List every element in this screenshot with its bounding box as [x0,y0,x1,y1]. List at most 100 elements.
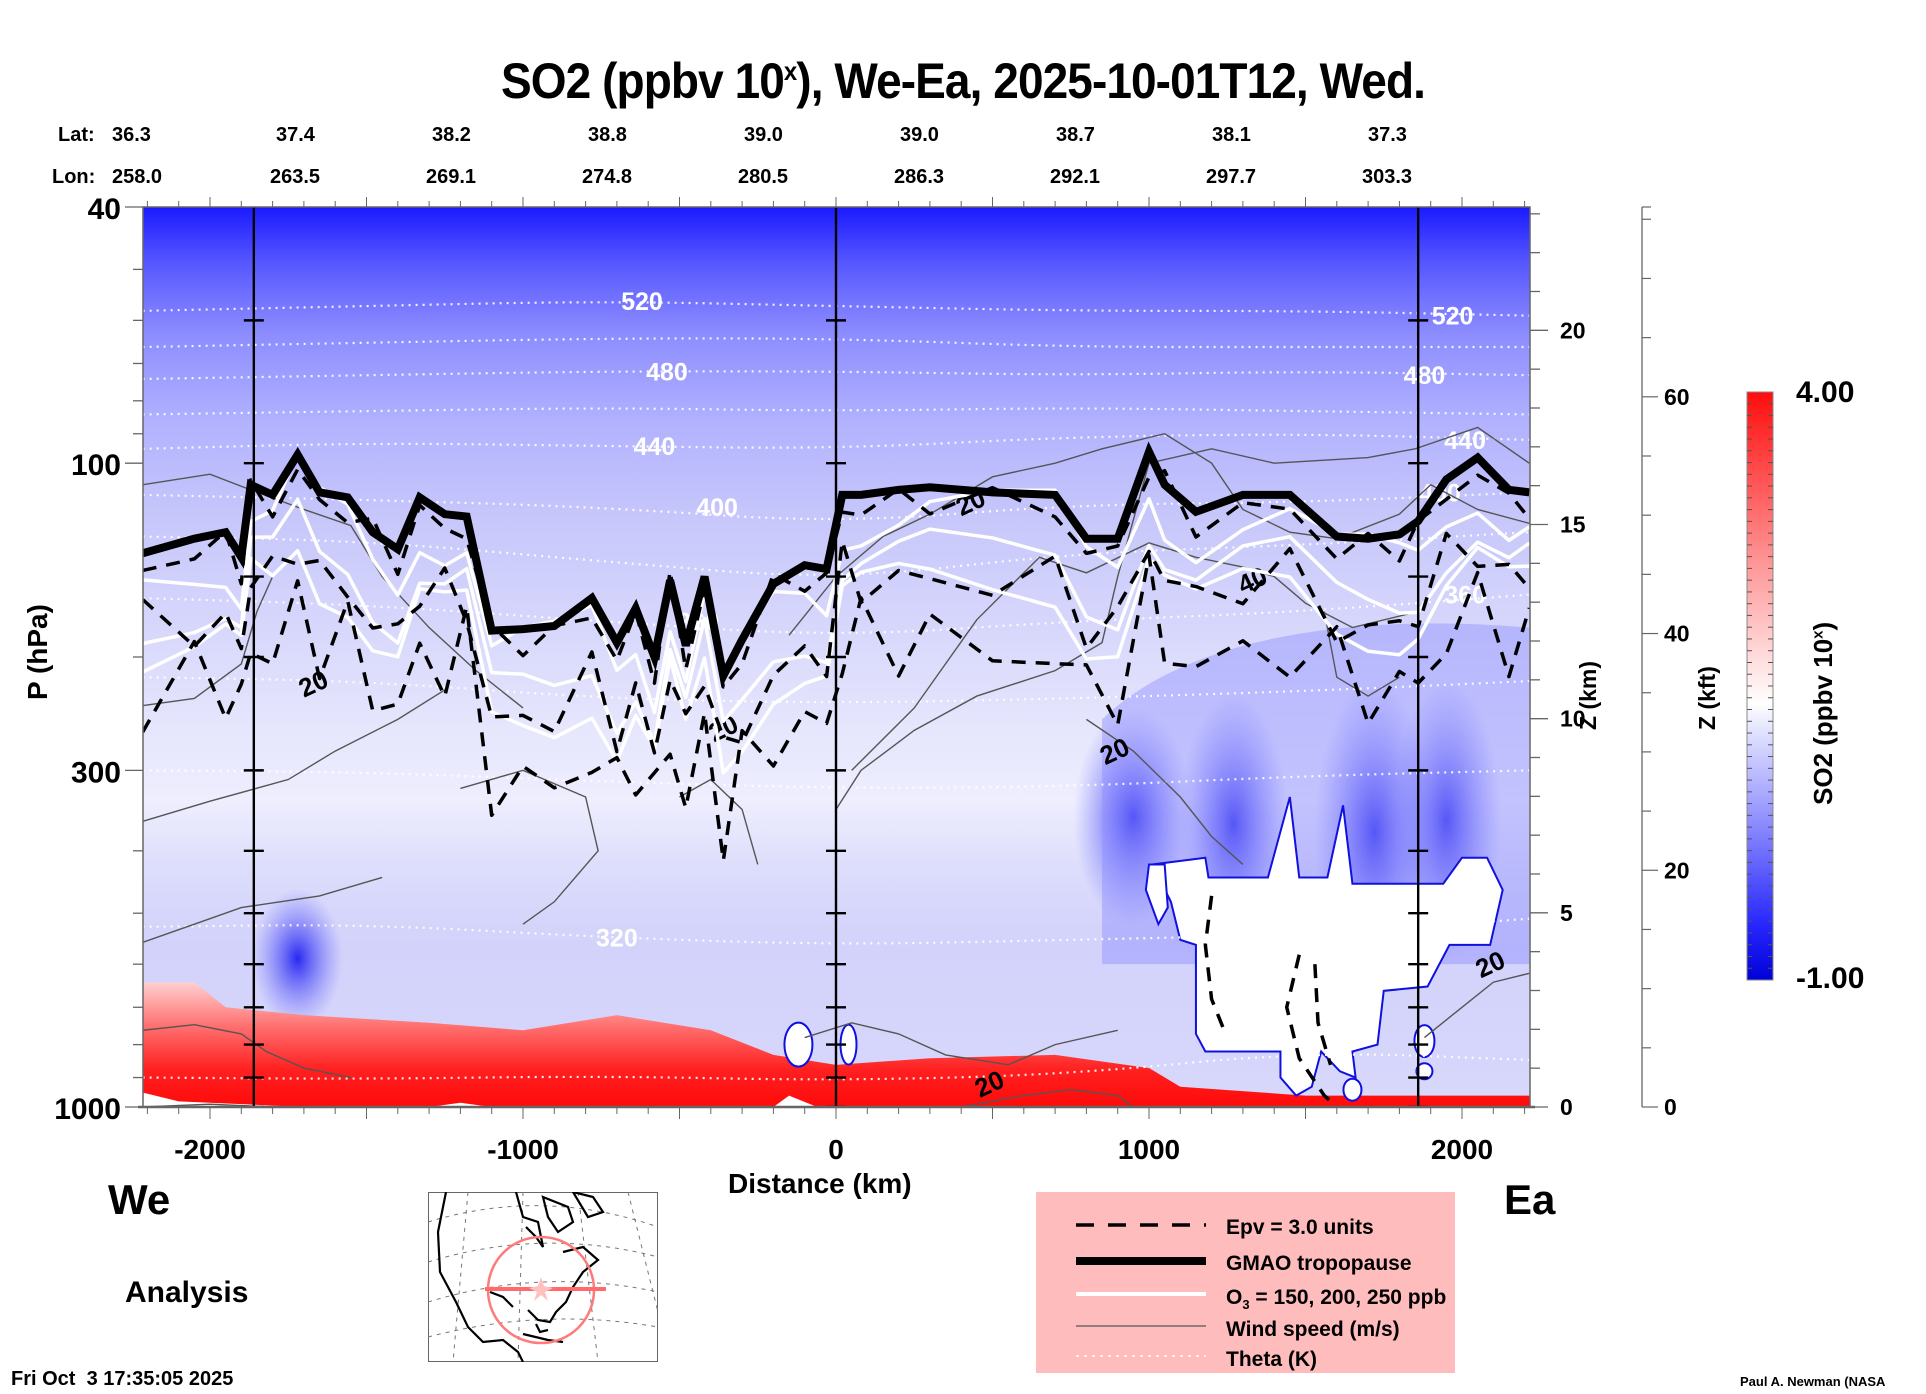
coastline [436,1192,605,1362]
surface-mask [773,1095,818,1107]
lon-value: 280.5 [738,166,789,188]
lon-value: 303.3 [1362,166,1413,188]
credit: Paul A. Newman (NASA [1740,1374,1886,1389]
wind-speed-contour [143,876,383,944]
white-line-icon [1076,1292,1206,1296]
thin-line-icon [1076,1325,1206,1327]
wind-speed-contour [1323,611,1400,697]
z-km-tick-label: 5 [1560,900,1573,926]
z-km-tick-label: 0 [1560,1094,1573,1120]
dotted-line-icon [1076,1355,1206,1357]
timestamp: Fri Oct 3 17:35:05 2025 [11,1368,234,1390]
graticule [428,1192,658,1362]
y-tick-label: 1000 [54,1093,121,1126]
track-center-star-icon [529,1277,553,1301]
lat-value: 38.7 [1056,124,1095,146]
lon-value: 286.3 [894,166,945,188]
z-kft-tick-label: 20 [1664,857,1690,883]
so2-blue-plume [252,888,343,1029]
z-km-tick-label: 20 [1560,317,1586,343]
lat-value: 37.3 [1368,124,1407,146]
theta-label: 520 [1432,303,1474,331]
theta-label: 480 [1404,362,1446,390]
theta-label: 400 [696,494,738,522]
so2-masked-region [1144,863,1169,927]
z-kft-tick-label: 0 [1664,1094,1677,1120]
x-tick-label: 0 [828,1134,844,1165]
legend-item-wind: Wind speed (m/s) [1036,1314,1455,1348]
lat-value: 39.0 [744,124,783,146]
lon-value: 258.0 [112,166,163,188]
epv-contour [1284,954,1338,1107]
x-tick-label: -2000 [174,1134,246,1165]
x-axis-title: Distance (km) [728,1168,912,1199]
wind-speed-contour [143,689,446,822]
ozone-contour-200 [143,497,1530,745]
legend-item-epv: Epv = 3.0 units [1036,1212,1455,1246]
x-tick-label: 2000 [1431,1134,1493,1165]
inset-map [428,1192,658,1362]
z-kft-tick-label: 60 [1664,384,1690,410]
epv-contour [1203,895,1226,1031]
legend-item-ozone: O3 = 150, 200, 250 ppb [1036,1282,1455,1316]
so2-masked-spot [1415,1062,1434,1081]
so2-red-boundary-layer [143,982,1530,1107]
east-label: Ea [1504,1176,1556,1223]
theta-label: 440 [634,433,676,461]
epv-contour [143,553,1530,863]
theta-label: 480 [646,358,688,386]
wind-speed-contour [143,473,524,709]
lat-label: Lat: [58,124,95,146]
lon-label: Lon: [52,166,96,188]
legend-item-tropopause: GMAO tropopause [1036,1248,1455,1282]
lat-value: 38.1 [1212,124,1251,146]
legend: Epv = 3.0 units GMAO tropopause O3 = 150… [1036,1192,1455,1373]
theta-contour-380 [143,531,1530,576]
epv-contour [143,531,1530,755]
lon-value: 263.5 [270,166,321,188]
thick-line-icon [1076,1257,1206,1265]
y-tick-label: 40 [88,193,121,226]
lat-value: 38.2 [432,124,471,146]
chart-title: SO2 (ppbv 10x), We-Ea, 2025-10-01T12, We… [500,53,1426,109]
z-kft-axis-title: Z (kft) [1694,666,1720,730]
wind-speed-contour [835,426,1530,810]
lon-value: 269.1 [426,166,477,188]
colorbar-title: SO2 (ppbv 10x) [1808,621,1838,805]
wind-speed-contour [1424,972,1530,1039]
wind-speed-contour [679,778,759,865]
lat-value: 38.8 [588,124,627,146]
z-km-tick-label: 15 [1560,511,1586,537]
ozone-contour-250 [143,545,1530,775]
legend-item-theta: Theta (K) [1036,1344,1455,1378]
z-km-axis-title: Z (km) [1575,661,1601,730]
lat-value: 36.3 [112,124,151,146]
lat-value: 37.4 [276,124,315,146]
analysis-label: Analysis [125,1276,249,1309]
wind-speed-contour [788,432,1530,636]
y-axis-title: P (hPa) [22,604,53,700]
epv-contour [143,467,1530,689]
so2-masked-spot [783,1021,814,1068]
wind-speed-contour [1086,718,1244,865]
lon-value: 297.7 [1206,166,1257,188]
wind-speed-contour [460,769,599,925]
colorbar-max-label: 4.00 [1796,376,1855,409]
west-label: We [108,1176,171,1223]
y-tick-label: 100 [71,449,121,482]
x-tick-label: -1000 [487,1134,559,1165]
so2-masked-spot [1342,1077,1363,1102]
wind-speed-contour [804,1022,1118,1066]
x-tick-label: 1000 [1118,1134,1180,1165]
theta-label: 320 [1441,906,1483,934]
theta-label: 320 [596,924,638,952]
lon-value: 274.8 [582,166,633,188]
tropopause-line [143,441,1530,689]
lon-value: 292.1 [1050,166,1101,188]
so2-masked-region [1150,796,1504,1097]
wind-speed-contour [961,1088,1134,1107]
z-kft-tick-label: 40 [1664,621,1690,647]
z-km-tick-label: 10 [1560,706,1586,732]
dashed-line-icon [1076,1223,1206,1227]
